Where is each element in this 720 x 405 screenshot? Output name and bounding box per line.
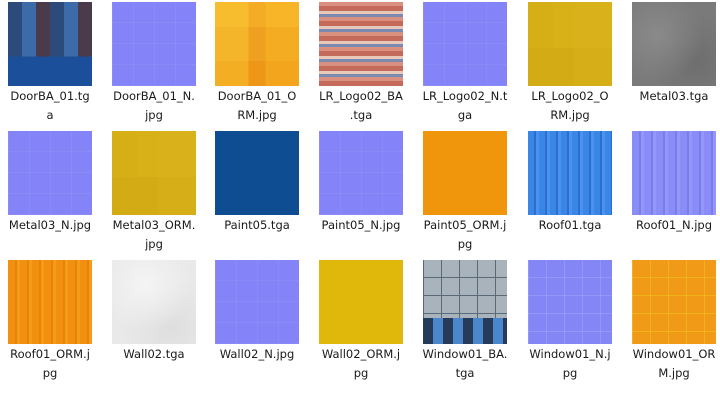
thumbnail-orm [8, 260, 92, 344]
file-name: Window01_OR M.jpg [632, 347, 716, 380]
file-name: Paint05_N.jpg [321, 218, 401, 232]
file-name: Metal03.tga [639, 89, 709, 103]
thumbnail-orm [632, 260, 716, 344]
thumbnail-metal-texture [632, 2, 716, 86]
file-name: Roof01_ORM.j pg [10, 347, 90, 380]
thumbnail-roof-texture [528, 131, 612, 215]
file-item-paint05-n[interactable]: Paint05_N.jpg [311, 129, 415, 255]
thumbnail-normal-map [423, 2, 507, 86]
file-name: DoorBA_01_O RM.jpg [217, 89, 297, 122]
thumbnail-normal-map [215, 260, 299, 344]
file-item-wall02-n[interactable]: Wall02_N.jpg [207, 258, 311, 384]
file-name: Window01_BA. tga [422, 347, 508, 380]
thumbnail-normal-map [319, 131, 403, 215]
file-name: Metal03_ORM. jpg [112, 218, 196, 251]
file-name: LR_Logo02_O RM.jpg [531, 89, 609, 122]
file-item-roof01-n[interactable]: Roof01_N.jpg [624, 129, 720, 255]
file-item-lr-logo02-ba[interactable]: LR_Logo02_BA .tga [311, 0, 415, 126]
file-item-metal03-n[interactable]: Metal03_N.jpg [0, 129, 104, 255]
thumbnail-paint-texture [215, 131, 299, 215]
file-item-paint05-orm[interactable]: Paint05_ORM.j pg [415, 129, 519, 255]
file-name: Metal03_N.jpg [8, 218, 92, 232]
file-name: Paint05_ORM.j pg [423, 218, 507, 251]
thumbnail-window-texture [423, 260, 507, 344]
thumbnail-orm [112, 131, 196, 215]
file-name: Wall02_ORM.j pg [321, 347, 401, 380]
file-item-roof01-tga[interactable]: Roof01.tga [520, 129, 624, 255]
file-name: Wall02.tga [123, 347, 185, 361]
file-item-wall02-orm[interactable]: Wall02_ORM.j pg [311, 258, 415, 384]
thumbnail-normal-map [632, 131, 716, 215]
file-item-window01-n[interactable]: Window01_N.j pg [520, 258, 624, 384]
thumbnail-orm [319, 260, 403, 344]
thumbnail-normal-map [528, 260, 612, 344]
file-item-doorba-01-n[interactable]: DoorBA_01_N. jpg [104, 0, 208, 126]
file-item-roof01-orm[interactable]: Roof01_ORM.j pg [0, 258, 104, 384]
thumbnail-normal-map [112, 2, 196, 86]
file-name: DoorBA_01_N. jpg [113, 89, 195, 122]
file-name: Paint05.tga [224, 218, 290, 232]
thumbnail-orm [423, 131, 507, 215]
file-name: LR_Logo02_BA .tga [319, 89, 403, 122]
thumbnail-door-texture [8, 2, 92, 86]
file-item-doorba-01-tga[interactable]: DoorBA_01.tg a [0, 0, 104, 126]
file-item-metal03-orm[interactable]: Metal03_ORM. jpg [104, 129, 208, 255]
file-name: LR_Logo02_N.t ga [422, 89, 508, 122]
file-item-window01-orm[interactable]: Window01_OR M.jpg [624, 258, 720, 384]
file-name: DoorBA_01.tg a [10, 89, 90, 122]
file-name: Window01_N.j pg [529, 347, 611, 380]
file-name: Wall02_N.jpg [219, 347, 295, 361]
file-item-window01-ba[interactable]: Window01_BA. tga [415, 258, 519, 384]
thumbnail-wall-texture [112, 260, 196, 344]
file-item-doorba-01-orm[interactable]: DoorBA_01_O RM.jpg [207, 0, 311, 126]
thumbnail-orm [215, 2, 299, 86]
file-item-paint05-tga[interactable]: Paint05.tga [207, 129, 311, 255]
file-item-wall02-tga[interactable]: Wall02.tga [104, 258, 208, 384]
thumbnail-orm [528, 2, 612, 86]
file-item-lr-logo02-orm[interactable]: LR_Logo02_O RM.jpg [520, 0, 624, 126]
file-item-lr-logo02-n[interactable]: LR_Logo02_N.t ga [415, 0, 519, 126]
file-item-metal03-tga[interactable]: Metal03.tga [624, 0, 720, 126]
thumbnail-logo-texture [319, 2, 403, 86]
thumbnail-normal-map [8, 131, 92, 215]
file-name: Roof01.tga [538, 218, 602, 232]
file-name: Roof01_N.jpg [635, 218, 713, 232]
